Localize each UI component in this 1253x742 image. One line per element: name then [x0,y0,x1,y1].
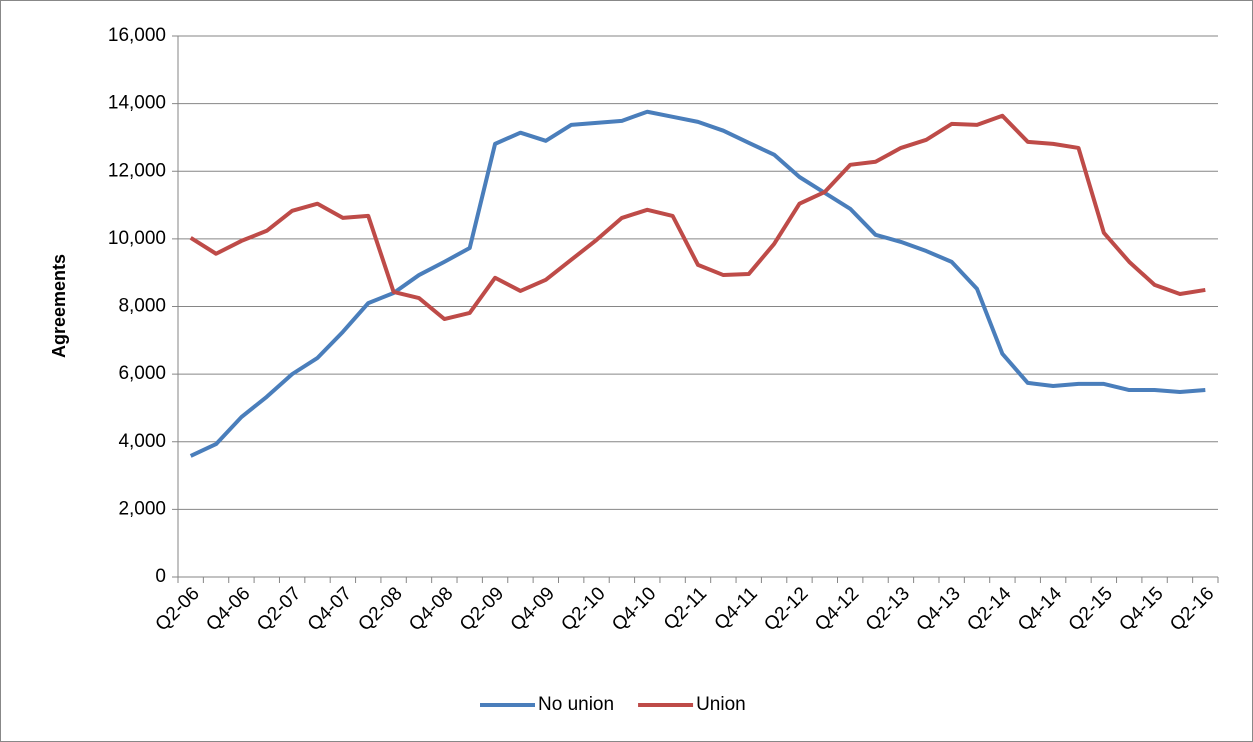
line-series [189,109,1206,458]
legend-label: No union [538,694,614,715]
y-tick-label: 2,000 [118,498,166,519]
y-tick-label: 0 [155,566,166,587]
y-tick-label: 6,000 [118,363,166,384]
y-tick-label: 4,000 [118,431,166,452]
y-tick-label: 8,000 [118,296,166,317]
y-tick-label: 16,000 [108,25,166,46]
y-tick-label: 10,000 [108,228,166,249]
y-tick-label: 14,000 [108,93,166,114]
y-tick-label: 12,000 [108,160,166,181]
line-series [189,113,1206,322]
y-axis-title: Agreements [49,254,69,358]
legend-label: Union [696,694,746,715]
